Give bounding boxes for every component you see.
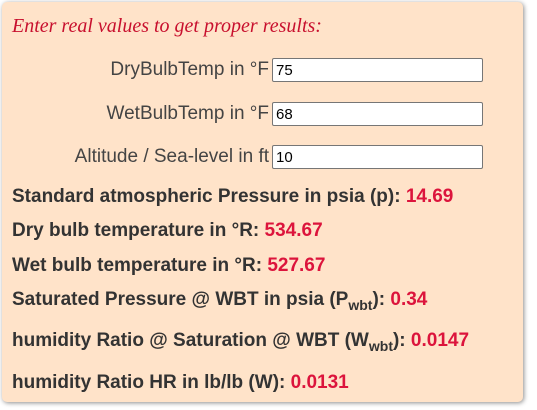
dry-bulb-rankine-label: Dry bulb temperature in °R: [12,220,260,241]
saturated-pressure-label: Saturated Pressure @ WBT in psia (Pwbt): [12,289,386,313]
saturated-pressure-value: 0.34 [390,289,428,310]
dry-bulb-rankine-result: Dry bulb temperature in °R: 534.67 [12,220,323,242]
wet-bulb-rankine-label: Wet bulb temperature in °R: [12,255,263,276]
pressure-result: Standard atmospheric Pressure in psia (p… [12,186,453,208]
humidity-ratio-saturation-value: 0.0147 [410,330,470,351]
pressure-value: 14.69 [405,186,454,207]
altitude-row: Altitude / Sea-level in ft [2,145,523,171]
saturated-pressure-result: Saturated Pressure @ WBT in psia (Pwbt):… [12,289,428,313]
dry-bulb-row: DryBulbTemp in °F [2,58,523,84]
altitude-input[interactable] [272,145,483,169]
altitude-label: Altitude / Sea-level in ft [74,146,269,167]
dry-bulb-label: DryBulbTemp in °F [110,59,269,80]
humidity-ratio-saturation-subscript: wbt [368,338,393,354]
instruction-text: Enter real values to get proper results: [12,15,322,37]
wet-bulb-rankine-value: 527.67 [267,255,326,276]
calculator-panel: Enter real values to get proper results:… [2,2,523,402]
saturated-pressure-subscript: wbt [348,297,373,313]
wet-bulb-rankine-result: Wet bulb temperature in °R: 527.67 [12,255,325,277]
dry-bulb-input[interactable] [272,58,483,82]
wet-bulb-row: WetBulbTemp in °F [2,102,523,128]
humidity-ratio-label: humidity Ratio HR in lb/lb (W): [12,372,286,393]
wet-bulb-input[interactable] [272,102,483,126]
pressure-label: Standard atmospheric Pressure in psia (p… [12,186,401,207]
dry-bulb-rankine-value: 534.67 [264,220,323,241]
humidity-ratio-saturation-result: humidity Ratio @ Saturation @ WBT (Wwbt)… [12,330,470,354]
wet-bulb-label: WetBulbTemp in °F [106,103,269,124]
humidity-ratio-saturation-label: humidity Ratio @ Saturation @ WBT (Wwbt)… [12,330,406,354]
humidity-ratio-result: humidity Ratio HR in lb/lb (W): 0.0131 [12,372,349,394]
humidity-ratio-value: 0.0131 [290,372,349,393]
